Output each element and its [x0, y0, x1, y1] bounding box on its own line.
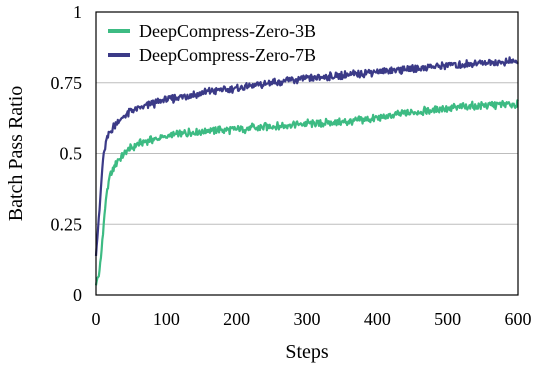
series-line-deepcompress-zero-7b — [94, 56, 519, 257]
series-lines — [94, 56, 519, 286]
series-line-deepcompress-zero-3b — [94, 99, 519, 286]
x-tick-label: 500 — [434, 309, 461, 329]
legend-label: DeepCompress-Zero-7B — [139, 45, 316, 65]
x-tick-label: 200 — [223, 309, 250, 329]
x-tick-label: 300 — [294, 309, 321, 329]
x-tick-label: 0 — [92, 309, 101, 329]
plot-frame — [95, 11, 519, 296]
y-tick-label: 1 — [73, 2, 82, 22]
legend-label: DeepCompress-Zero-3B — [139, 21, 316, 41]
tick-labels: 0 0.25 0.5 0.75 1 0 100 200 300 400 500 600 — [51, 2, 532, 329]
legend: DeepCompress-Zero-3B DeepCompress-Zero-7B — [108, 21, 316, 65]
y-tick-label: 0.25 — [51, 214, 83, 234]
x-tick-label: 400 — [364, 309, 391, 329]
y-tick-label: 0.5 — [60, 144, 83, 164]
grid-lines — [96, 82, 518, 225]
x-tick-label: 600 — [505, 309, 532, 329]
y-tick-label: 0 — [73, 285, 82, 305]
y-tick-label: 0.75 — [51, 73, 83, 93]
y-axis-title: Batch Pass Ratio — [5, 86, 27, 222]
x-axis-title: Steps — [285, 341, 329, 363]
x-tick-label: 100 — [153, 309, 180, 329]
